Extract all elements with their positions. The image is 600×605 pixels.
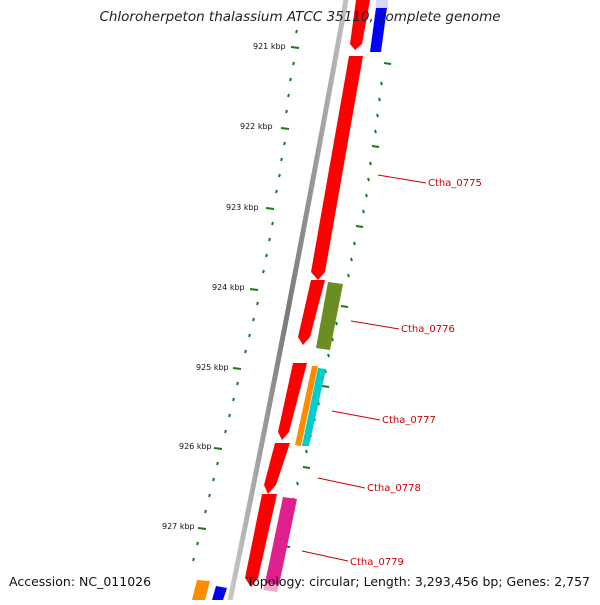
feature-blue-top[interactable] [370,0,388,52]
kbp-label: 926 kbp [179,442,212,451]
feature-orange[interactable] [295,366,318,446]
kbp-label: 924 kbp [212,283,245,292]
major-ticks-inner [197,46,300,530]
kbp-label: 925 kbp [196,363,229,372]
accession-text: Accession: NC_011026 [9,574,152,589]
gene-label-ctha-0779[interactable]: Ctha_0779 [350,557,404,568]
kbp-label: 923 kbp [226,203,259,212]
gene-arrow-ctha-0775[interactable] [311,56,363,280]
feature-blue-bottom[interactable] [212,586,227,600]
gene-label-ctha-0776[interactable]: Ctha_0776 [401,324,455,335]
gene-labels: Ctha_0775 Ctha_0776 Ctha_0777 Ctha_0778 … [350,178,482,568]
feature-magenta[interactable] [265,497,297,585]
gene-label-ctha-0775[interactable]: Ctha_0775 [428,178,482,189]
map-title: Chloroherpeton thalassium ATCC 35110, co… [99,9,501,25]
kbp-label: 922 kbp [240,122,273,131]
topology-text: Topology: circular; Length: 3,293,456 bp… [246,574,590,589]
kbp-labels: 921 kbp 922 kbp 923 kbp 924 kbp 925 kbp … [162,42,286,531]
gene-label-ctha-0778[interactable]: Ctha_0778 [367,483,421,494]
feature-lavender-top [376,0,388,8]
gene-label-ctha-0777[interactable]: Ctha_0777 [382,415,436,426]
minor-ticks-inner [192,29,298,562]
kbp-label: 921 kbp [253,42,286,51]
gene-arrow-ctha-0776[interactable] [298,280,325,345]
forward-strand-features [245,0,370,587]
feature-cyan[interactable] [302,368,326,446]
gene-arrow-ctha-0777[interactable] [278,363,307,440]
gene-arrow-ctha-0778[interactable] [264,443,290,494]
feature-track-2 [192,0,388,600]
gene-leader-lines [301,174,427,562]
kbp-label: 927 kbp [162,522,195,531]
feature-orange-bottom[interactable] [192,580,210,600]
feature-olive[interactable] [316,282,343,350]
genome-backbone [227,0,349,601]
gene-arrow-ctha-0779[interactable] [245,494,277,587]
gene-arrow-ctha-0774[interactable] [350,0,370,50]
feature-pink [263,583,279,592]
